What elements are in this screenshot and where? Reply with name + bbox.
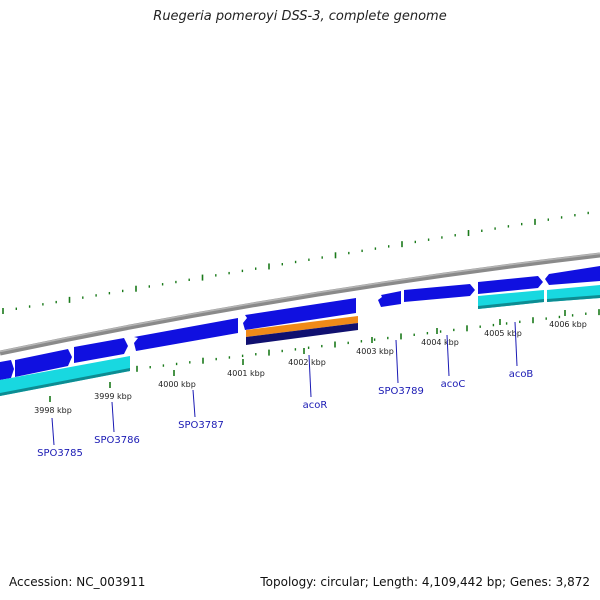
gene-labels: SPO3785 SPO3786 SPO3787 acoR SPO3789 acoC acoB [37, 321, 534, 459]
kbp-tick-labels: 3998 kbp 3999 kbp 4000 kbp 4001 kbp 4002 kbp… [34, 310, 587, 415]
forward-strand-genes [0, 266, 600, 380]
gene-arrow[interactable] [478, 276, 543, 294]
kbp-tick-label: 3998 kbp [34, 406, 72, 415]
kbp-tick-label: 4005 kbp [484, 329, 522, 338]
gene-label[interactable]: acoB [509, 369, 534, 380]
kbp-tick-label: 4002 kbp [288, 358, 326, 367]
kbp-tick-label: 4004 kbp [421, 338, 459, 347]
gene-label[interactable]: SPO3787 [178, 420, 224, 431]
genome-stats-label: Topology: circular; Length: 4,109,442 bp… [260, 575, 590, 589]
gene-leader-line [446, 334, 450, 377]
gene-label[interactable]: SPO3786 [94, 435, 140, 446]
gene-arrow[interactable] [15, 349, 72, 377]
gene-arrow-shadow [547, 295, 600, 302]
genome-backbone [0, 252, 600, 356]
outer-tick-ring [2, 211, 589, 314]
gene-arrow[interactable] [545, 266, 600, 285]
gene-leader-line [514, 321, 518, 367]
kbp-tick-label: 4000 kbp [158, 380, 196, 389]
kbp-tick-label: 4001 kbp [227, 369, 265, 378]
gene-label[interactable]: SPO3789 [378, 386, 424, 397]
gene-leader-line [395, 339, 399, 384]
gene-arrow-shadow [0, 368, 130, 396]
gene-leader-line [111, 401, 115, 433]
kbp-tick-label: 4003 kbp [356, 347, 394, 356]
gene-arrow[interactable] [74, 338, 128, 363]
gene-leader-line [192, 389, 196, 418]
kbp-tick-label: 3999 kbp [94, 392, 132, 401]
gene-label[interactable]: acoR [303, 400, 328, 411]
accession-label: Accession: NC_003911 [9, 575, 146, 589]
genome-backbone-highlight [0, 252, 600, 353]
map-title: Ruegeria pomeroyi DSS-3, complete genome [153, 9, 447, 24]
gene-arrow-shadow [478, 299, 544, 309]
gene-leader-line [308, 354, 312, 398]
acoR-gene-block[interactable] [246, 316, 358, 345]
gene-arrow[interactable] [378, 291, 401, 307]
gene-arrow[interactable] [0, 356, 130, 396]
gene-label[interactable]: acoC [441, 379, 466, 390]
reverse-strand-genes [0, 285, 600, 396]
kbp-tick-label: 4006 kbp [549, 320, 587, 329]
gene-leader-line [51, 417, 55, 446]
gene-arrow[interactable] [0, 360, 14, 380]
gene-label[interactable]: SPO3785 [37, 448, 83, 459]
gene-arrow[interactable] [243, 298, 356, 330]
gene-arrow[interactable] [404, 284, 475, 302]
gene-arrow[interactable] [134, 318, 238, 351]
